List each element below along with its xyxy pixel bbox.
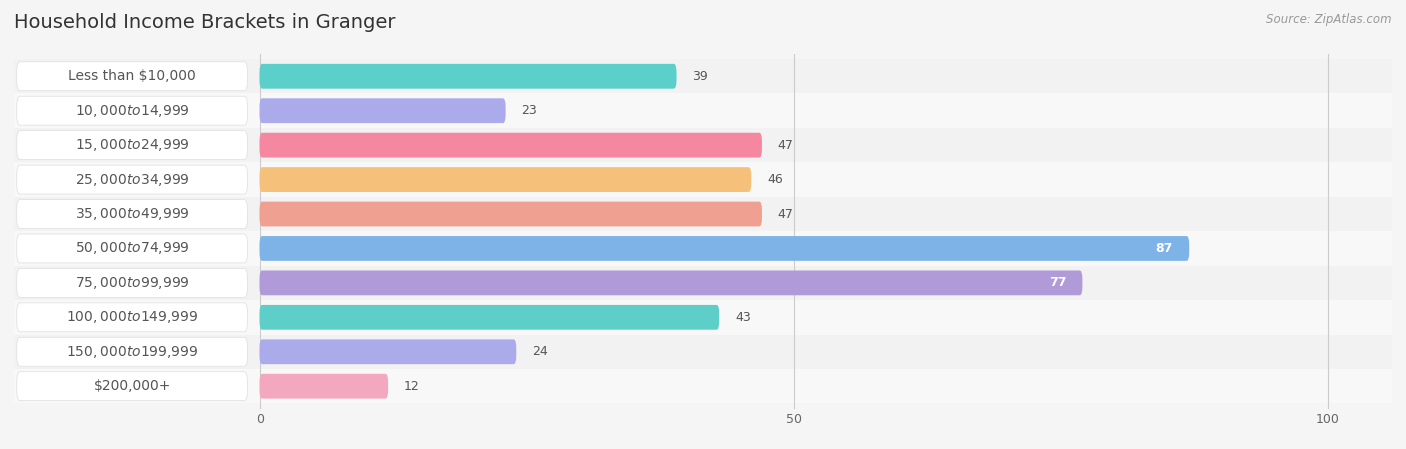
FancyBboxPatch shape xyxy=(14,369,1392,403)
FancyBboxPatch shape xyxy=(14,335,1392,369)
FancyBboxPatch shape xyxy=(14,163,1392,197)
FancyBboxPatch shape xyxy=(17,303,247,332)
FancyBboxPatch shape xyxy=(260,167,751,192)
FancyBboxPatch shape xyxy=(17,62,247,91)
FancyBboxPatch shape xyxy=(260,270,1083,295)
FancyBboxPatch shape xyxy=(260,64,676,88)
Text: $75,000 to $99,999: $75,000 to $99,999 xyxy=(75,275,190,291)
Text: 87: 87 xyxy=(1156,242,1173,255)
FancyBboxPatch shape xyxy=(260,98,506,123)
Text: $35,000 to $49,999: $35,000 to $49,999 xyxy=(75,206,190,222)
Text: $25,000 to $34,999: $25,000 to $34,999 xyxy=(75,172,190,188)
FancyBboxPatch shape xyxy=(17,199,247,229)
Text: Household Income Brackets in Granger: Household Income Brackets in Granger xyxy=(14,13,395,32)
Text: Source: ZipAtlas.com: Source: ZipAtlas.com xyxy=(1267,13,1392,26)
Text: $10,000 to $14,999: $10,000 to $14,999 xyxy=(75,103,190,119)
Text: 12: 12 xyxy=(404,380,419,393)
FancyBboxPatch shape xyxy=(17,96,247,125)
FancyBboxPatch shape xyxy=(14,59,1392,93)
Text: 39: 39 xyxy=(692,70,709,83)
Text: $100,000 to $149,999: $100,000 to $149,999 xyxy=(66,309,198,326)
FancyBboxPatch shape xyxy=(14,300,1392,335)
Text: $150,000 to $199,999: $150,000 to $199,999 xyxy=(66,344,198,360)
FancyBboxPatch shape xyxy=(17,337,247,366)
Text: 46: 46 xyxy=(768,173,783,186)
FancyBboxPatch shape xyxy=(17,269,247,297)
FancyBboxPatch shape xyxy=(14,128,1392,163)
FancyBboxPatch shape xyxy=(17,131,247,159)
Text: 24: 24 xyxy=(531,345,548,358)
Text: $15,000 to $24,999: $15,000 to $24,999 xyxy=(75,137,190,153)
Text: $50,000 to $74,999: $50,000 to $74,999 xyxy=(75,241,190,256)
FancyBboxPatch shape xyxy=(260,133,762,158)
FancyBboxPatch shape xyxy=(260,374,388,399)
Text: $200,000+: $200,000+ xyxy=(93,379,170,393)
Text: 23: 23 xyxy=(522,104,537,117)
FancyBboxPatch shape xyxy=(17,165,247,194)
FancyBboxPatch shape xyxy=(14,231,1392,266)
FancyBboxPatch shape xyxy=(17,372,247,401)
FancyBboxPatch shape xyxy=(14,197,1392,231)
FancyBboxPatch shape xyxy=(260,202,762,226)
FancyBboxPatch shape xyxy=(14,93,1392,128)
FancyBboxPatch shape xyxy=(14,266,1392,300)
FancyBboxPatch shape xyxy=(260,236,1189,261)
Text: 47: 47 xyxy=(778,207,793,220)
Text: 77: 77 xyxy=(1049,277,1066,290)
Text: Less than $10,000: Less than $10,000 xyxy=(69,69,195,83)
Text: 47: 47 xyxy=(778,139,793,152)
FancyBboxPatch shape xyxy=(260,339,516,364)
Text: 43: 43 xyxy=(735,311,751,324)
FancyBboxPatch shape xyxy=(17,234,247,263)
FancyBboxPatch shape xyxy=(260,305,720,330)
